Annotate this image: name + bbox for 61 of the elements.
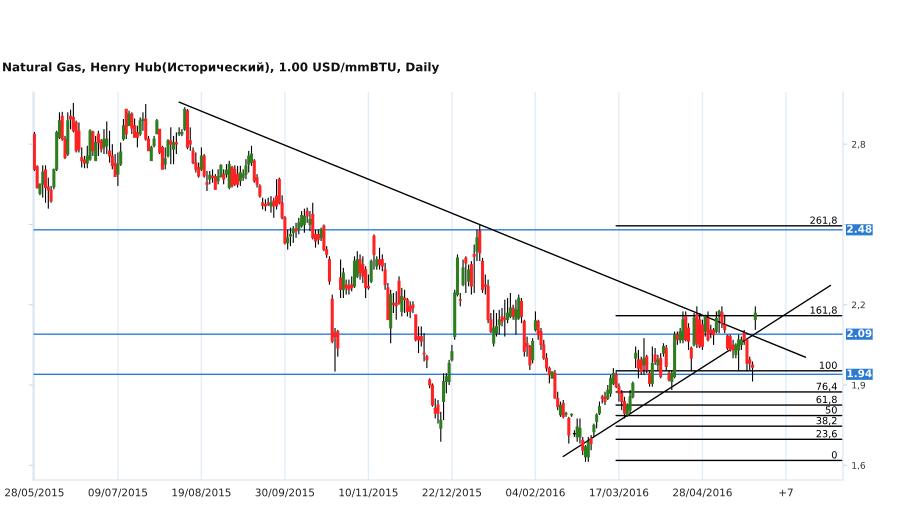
candlestick: [292, 226, 295, 244]
candlestick: [264, 198, 267, 212]
series-label: 261,8: [810, 216, 837, 225]
x-tick-label: 19/08/2015: [172, 488, 231, 498]
candlestick: [316, 228, 320, 246]
y-tick-label: 1,6: [852, 462, 866, 470]
candlestick: [503, 299, 506, 338]
x-tick-label: 10/11/2015: [340, 488, 398, 498]
series-label: 61,8: [816, 396, 837, 404]
candlestick: [358, 254, 362, 280]
x-tick-label: 22/12/2015: [422, 488, 482, 498]
x-tick-label: +7: [779, 488, 793, 496]
series-label: 76,4: [816, 382, 837, 392]
x-tick-label: 28/04/2016: [673, 488, 732, 498]
candlestick: [576, 418, 579, 442]
candlestick: [408, 300, 412, 319]
ref-line-label: 1.94: [848, 369, 872, 378]
candlestick: [96, 130, 100, 157]
x-tick-label: 17/03/2016: [590, 488, 648, 498]
candlestick: [261, 197, 264, 210]
series-label: 0: [832, 451, 837, 459]
candlestick: [94, 135, 98, 162]
x-tick-label: 09/07/2015: [88, 488, 148, 498]
x-tick-label: 28/05/2015: [5, 488, 64, 498]
candlestick: [214, 174, 217, 190]
candlestick: [498, 309, 501, 336]
series-label: 50: [826, 406, 837, 414]
y-tick-label: 2,8: [852, 140, 866, 149]
series-label: 100: [820, 362, 837, 369]
series-label: 38,2: [816, 416, 836, 426]
y-tick-label: 2,2: [852, 301, 865, 310]
candlestick: [194, 152, 198, 174]
candlestick: [238, 165, 242, 186]
candlestick: [128, 110, 131, 126]
series-label: 23,6: [816, 430, 837, 438]
ref-line-label: 2.48: [847, 224, 872, 233]
series-label: 161,8: [810, 306, 837, 315]
ref-line-label: 2.09: [847, 329, 872, 338]
chart-title: Natural Gas, Henry Hub(Исторический), 1.00 USD/mmBTU, Daily: [3, 62, 440, 74]
candlestick: [320, 227, 323, 242]
candlestick: [411, 300, 414, 314]
candlestick: [302, 208, 306, 234]
candlestick: [492, 309, 496, 348]
candlestick: [328, 256, 331, 286]
candlestick: [130, 112, 134, 135]
candlestick: [91, 130, 94, 157]
candlestick: [339, 258, 342, 299]
x-tick-label: 04/02/2016: [506, 488, 565, 498]
candlestick: [403, 289, 406, 314]
x-tick-label: 30/09/2015: [256, 488, 314, 498]
candlestick: [567, 416, 570, 444]
candlestick: [155, 118, 158, 135]
candlestick: [174, 132, 178, 155]
candlestick: [230, 165, 234, 188]
candlestick: [236, 165, 240, 188]
candlestick: [378, 247, 382, 270]
candlestick: [562, 399, 565, 420]
candlestick: [228, 160, 231, 190]
y-tick-label: 1,9: [852, 382, 866, 390]
candlestick: [288, 227, 292, 247]
candlestick: [464, 256, 468, 294]
